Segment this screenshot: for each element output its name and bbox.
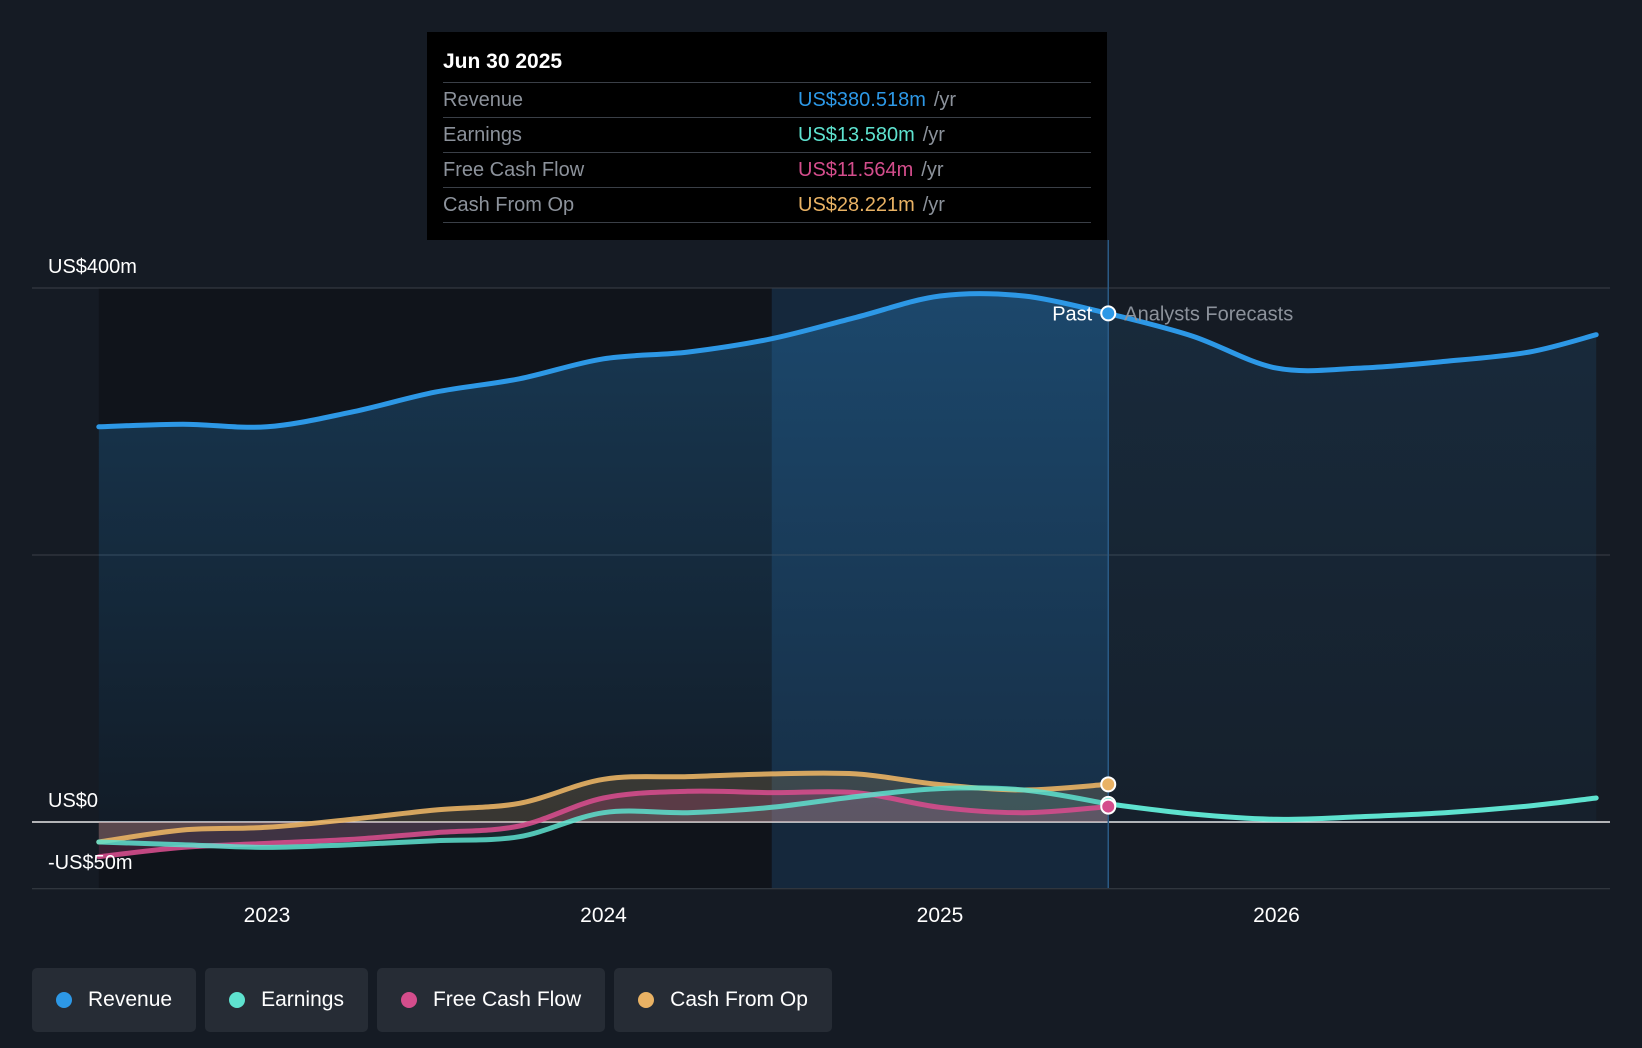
cash-from-op-line (96, 770, 1111, 845)
tooltip-value: US$13.580m (798, 123, 915, 146)
tooltip-label: Earnings (443, 123, 522, 146)
x-tick-label: 2023 (244, 904, 291, 927)
tooltip-row-revenue: Revenue US$380.518m /yr (443, 82, 1091, 117)
y-tick-label: -US$50m (48, 852, 132, 874)
earnings-line (96, 785, 1111, 850)
y-tick-label: US$400m (48, 256, 137, 278)
revenue-line (96, 291, 1111, 430)
data-tooltip: Jun 30 2025 Revenue US$380.518m /yr Earn… (427, 32, 1107, 240)
revenue-point (1100, 305, 1117, 322)
tooltip-date: Jun 30 2025 (443, 50, 563, 73)
revenue-forecast-line (1105, 310, 1599, 374)
x-tick-label: 2026 (1253, 904, 1300, 927)
tooltip-label: Cash From Op (443, 193, 575, 216)
revenue-forecast-area (1108, 313, 1597, 822)
tooltip-label: Free Cash Flow (443, 158, 585, 181)
x-tick-label: 2024 (580, 904, 627, 927)
chart-legend: Revenue Earnings Free Cash Flow Cash Fro… (32, 968, 832, 1032)
legend-item-free-cash-flow[interactable]: Free Cash Flow (376, 968, 606, 1032)
tooltip-label: Revenue (443, 88, 524, 111)
tooltip-unit: /yr (921, 158, 944, 181)
earnings-area (98, 787, 1109, 848)
x-tick-label: 2025 (917, 904, 964, 927)
free-cash-flow-area (98, 791, 1109, 857)
analysts-forecasts-label: Analysts Forecasts (1124, 303, 1293, 325)
legend-label: Earnings (261, 988, 344, 1011)
earnings-dot-icon (229, 992, 246, 1008)
tooltip-unit: /yr (922, 123, 945, 146)
tooltip-unit: /yr (922, 193, 945, 216)
cash-from-op-dot-icon (638, 992, 655, 1008)
free-cash-flow-point (1100, 798, 1117, 815)
revenue-area (98, 293, 1109, 822)
past-label: Past (1052, 303, 1092, 325)
y-tick-label: US$0 (48, 790, 98, 812)
tooltip-row-free-cash-flow: Free Cash Flow US$11.564m /yr (443, 152, 1091, 187)
tooltip-value: US$380.518m (798, 88, 926, 111)
tooltip-value: US$11.564m (798, 158, 914, 181)
legend-item-revenue[interactable]: Revenue (32, 968, 197, 1032)
earnings-forecast-line (1105, 795, 1599, 822)
legend-item-cash-from-op[interactable]: Cash From Op (614, 968, 832, 1032)
tooltip-unit: /yr (933, 88, 957, 111)
tooltip-row-earnings: Earnings US$13.580m /yr (443, 117, 1091, 152)
revenue-dot-icon (56, 992, 72, 1008)
free-cash-flow-dot-icon (400, 992, 417, 1008)
legend-label: Free Cash Flow (432, 988, 582, 1011)
tooltip-row-cash-from-op: Cash From Op US$28.221m /yr (443, 187, 1091, 223)
legend-item-earnings[interactable]: Earnings (205, 968, 368, 1032)
free-cash-flow-line (96, 788, 1111, 860)
legend-label: Revenue (88, 988, 173, 1011)
legend-label: Cash From Op (670, 988, 808, 1011)
cash-from-op-point (1100, 776, 1117, 793)
tooltip-value: US$28.221m (798, 193, 915, 216)
